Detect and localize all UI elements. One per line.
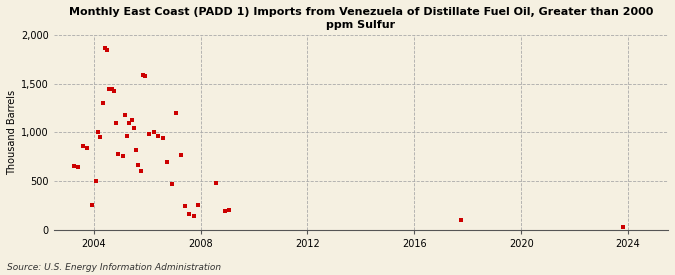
Point [97,101,108,105]
Point [130,148,141,152]
Point [68,163,79,168]
Point [184,211,195,216]
Point [148,130,159,135]
Text: Source: U.S. Energy Information Administration: Source: U.S. Energy Information Administ… [7,263,221,272]
Point [171,111,182,115]
Point [113,152,124,156]
Point [93,130,104,135]
Point [122,134,132,139]
Point [117,154,128,158]
Point [111,120,122,125]
Point [135,169,146,174]
Point [176,153,186,157]
Point [109,88,119,93]
Point [162,160,173,164]
Point [128,125,139,130]
Point [140,74,151,78]
Point [456,218,466,222]
Point [188,213,199,218]
Point [106,86,117,91]
Point [137,73,148,77]
Point [90,179,101,183]
Point [77,144,88,148]
Title: Monthly East Coast (PADD 1) Imports from Venezuela of Distillate Fuel Oil, Great: Monthly East Coast (PADD 1) Imports from… [69,7,653,30]
Point [166,182,177,186]
Point [144,132,155,137]
Point [82,146,92,150]
Point [95,135,106,139]
Point [153,134,164,139]
Point [119,113,130,117]
Point [157,136,168,141]
Point [126,118,137,122]
Point [104,86,115,91]
Point [224,208,235,213]
Point [102,48,113,52]
Point [211,181,221,185]
Point [86,203,97,208]
Point [100,46,111,50]
Y-axis label: Thousand Barrels: Thousand Barrels [7,90,17,175]
Point [220,209,231,213]
Point [618,225,629,230]
Point [193,203,204,208]
Point [133,162,144,167]
Point [73,164,84,169]
Point [124,120,135,125]
Point [180,204,190,209]
